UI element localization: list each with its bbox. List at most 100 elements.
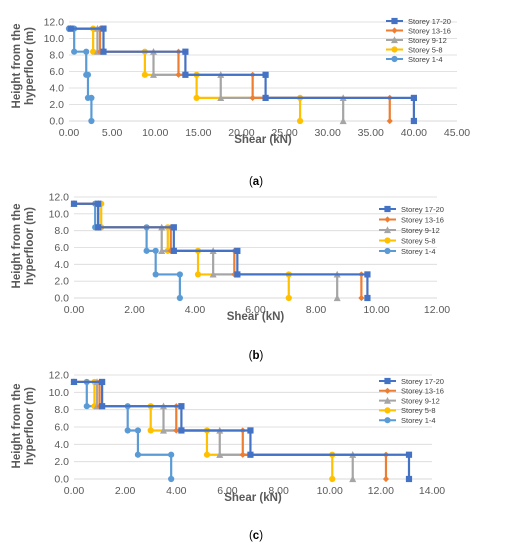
data-point — [67, 25, 74, 32]
x-tick-label: 8.00 — [268, 485, 289, 497]
legend-swatch-marker — [391, 27, 398, 34]
data-point — [143, 247, 150, 254]
legend-item: Storey 17-20 — [386, 17, 451, 26]
data-point — [147, 427, 154, 434]
x-tick-label: 15.00 — [185, 127, 211, 139]
legend-label: Storey 5-8 — [401, 236, 436, 245]
legend-label: Storey 17-20 — [401, 205, 444, 214]
x-tick-label: 6.00 — [245, 304, 266, 316]
x-tick-label: 12.00 — [424, 304, 450, 316]
data-point — [203, 451, 211, 458]
y-axis-title-line: Height from the — [11, 384, 23, 469]
data-point — [234, 271, 241, 278]
data-point — [83, 48, 90, 55]
x-tick-label: 0.00 — [59, 127, 80, 139]
data-point — [100, 25, 107, 32]
caption-paren: ( — [249, 350, 253, 362]
legend-label: Storey 17-20 — [401, 377, 444, 386]
legend-item: Storey 13-16 — [379, 387, 444, 396]
data-point — [410, 117, 417, 125]
y-tick-label: 8.0 — [54, 225, 69, 237]
y-tick-label: 4.0 — [54, 439, 69, 451]
caption-letter: c — [253, 530, 260, 542]
data-point — [410, 94, 417, 101]
data-point — [176, 294, 183, 302]
x-tick-label: 10.00 — [317, 485, 343, 497]
series-storey-17-20 — [67, 25, 417, 125]
data-point — [178, 403, 185, 410]
data-point — [405, 451, 413, 458]
data-point — [333, 294, 341, 302]
y-tick-label: 0.0 — [54, 474, 69, 486]
data-point — [152, 271, 159, 278]
data-point — [234, 247, 241, 254]
caption-letter: a — [253, 176, 260, 188]
legend-swatch-marker — [384, 237, 391, 244]
data-point — [70, 200, 78, 207]
data-point — [364, 271, 371, 278]
data-point — [239, 451, 246, 458]
data-point — [382, 475, 390, 483]
legend-swatch-marker — [384, 226, 391, 234]
y-axis-title-line: hyperfloor (m) — [24, 27, 36, 105]
y-axis-title-line: hyperfloor (m) — [24, 387, 36, 465]
caption-paren: ( — [249, 176, 253, 188]
legend-item: Storey 9-12 — [379, 226, 440, 235]
data-point — [405, 475, 413, 483]
x-tick-label: 12.00 — [368, 485, 394, 497]
x-tick-label: 5.00 — [102, 127, 123, 139]
legend-label: Storey 9-12 — [408, 36, 447, 45]
legend-label: Storey 5-8 — [408, 45, 443, 54]
legend-swatch-marker — [384, 247, 391, 255]
y-axis-title-line: Height from the — [11, 24, 23, 109]
series-storey-1-4 — [65, 25, 95, 125]
data-point — [329, 475, 336, 483]
data-point — [83, 403, 90, 410]
panel-caption: (b) — [249, 350, 264, 362]
panel-caption: (c) — [249, 530, 263, 542]
y-axis-title: Height from thehyperfloor (m) — [11, 204, 36, 289]
data-point — [364, 294, 371, 302]
data-point — [193, 94, 200, 101]
data-point — [296, 117, 304, 125]
data-point — [168, 451, 175, 458]
data-point — [285, 294, 292, 302]
data-point — [134, 451, 142, 458]
y-axis-title: Height from thehyperfloor (m) — [11, 384, 36, 469]
data-point — [124, 427, 131, 434]
data-point — [95, 200, 102, 207]
data-point — [182, 71, 189, 78]
y-tick-label: 0.0 — [49, 116, 64, 128]
y-tick-label: 0.0 — [54, 293, 69, 305]
data-point — [209, 270, 217, 278]
y-tick-label: 2.0 — [54, 276, 69, 288]
series-line — [74, 380, 411, 479]
data-point — [84, 94, 92, 101]
data-point — [83, 71, 90, 78]
legend-swatch-marker — [391, 17, 398, 25]
data-point — [178, 427, 185, 434]
data-point — [160, 426, 167, 434]
panel-caption: (a) — [249, 176, 263, 188]
legend-item: Storey 13-16 — [386, 26, 451, 35]
legend-label: Storey 13-16 — [401, 387, 444, 396]
x-tick-label: 4.00 — [166, 485, 187, 497]
legend-swatch-marker — [391, 55, 398, 63]
caption-letter: b — [252, 350, 259, 362]
legend-item: Storey 17-20 — [379, 377, 444, 386]
x-tick-label: 14.00 — [419, 485, 445, 497]
data-point — [262, 94, 269, 101]
caption-paren: ) — [259, 176, 263, 188]
legend-item: Storey 1-4 — [379, 416, 436, 425]
data-point — [217, 94, 225, 101]
legend-label: Storey 1-4 — [401, 247, 436, 256]
caption-paren: ( — [249, 530, 253, 542]
x-tick-label: 0.00 — [64, 485, 85, 497]
data-point — [194, 271, 202, 278]
data-point — [99, 403, 106, 410]
legend-item: Storey 1-4 — [379, 247, 436, 256]
x-tick-label: 0.00 — [64, 304, 85, 316]
legend-label: Storey 5-8 — [401, 406, 436, 415]
series-storey-17-20 — [70, 378, 413, 483]
